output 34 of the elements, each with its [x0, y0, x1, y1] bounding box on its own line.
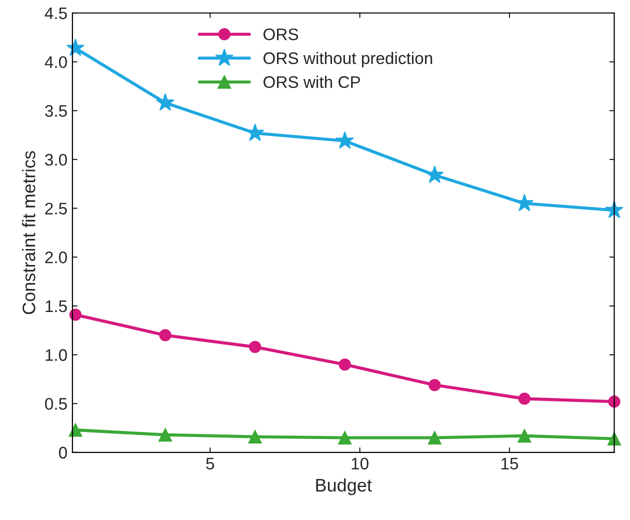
y-tick-label: 4.5	[44, 8, 67, 20]
point	[248, 430, 262, 444]
point	[69, 308, 82, 321]
y-tick-label: 0.5	[45, 398, 67, 410]
y-axis-title: Constraint fit metrics	[22, 151, 36, 314]
x-tick-label: 10	[352, 458, 368, 470]
legend-label: ORS	[263, 28, 298, 40]
point	[158, 428, 172, 442]
point	[156, 93, 174, 111]
y-tick-label: 3.5	[45, 105, 67, 117]
point	[338, 430, 352, 445]
y-tick-label: 2.5	[45, 202, 67, 214]
point	[426, 166, 444, 183]
y-tick-label: 1.0	[46, 349, 67, 361]
legend-label: ORS without prediction	[263, 52, 432, 68]
x-axis-title: Budget	[316, 478, 372, 496]
point	[66, 38, 85, 56]
y-tick-label: 3.0	[45, 154, 67, 166]
x-tick-label: 15	[501, 458, 518, 470]
point	[518, 392, 531, 405]
point	[336, 131, 354, 149]
point	[428, 430, 442, 445]
y-tick-label: 2.0	[45, 252, 67, 264]
point	[68, 423, 82, 437]
y-tick-label: 0	[58, 446, 67, 459]
point	[159, 329, 172, 342]
x-tick-label: 5	[206, 458, 214, 470]
legend-label: ORS with CP	[263, 76, 360, 88]
point	[428, 378, 441, 392]
y-tick-label: 1.5	[46, 300, 67, 312]
point	[338, 358, 351, 371]
point	[518, 429, 532, 443]
y-tick-label: 4.0	[44, 56, 67, 68]
point	[248, 340, 262, 354]
